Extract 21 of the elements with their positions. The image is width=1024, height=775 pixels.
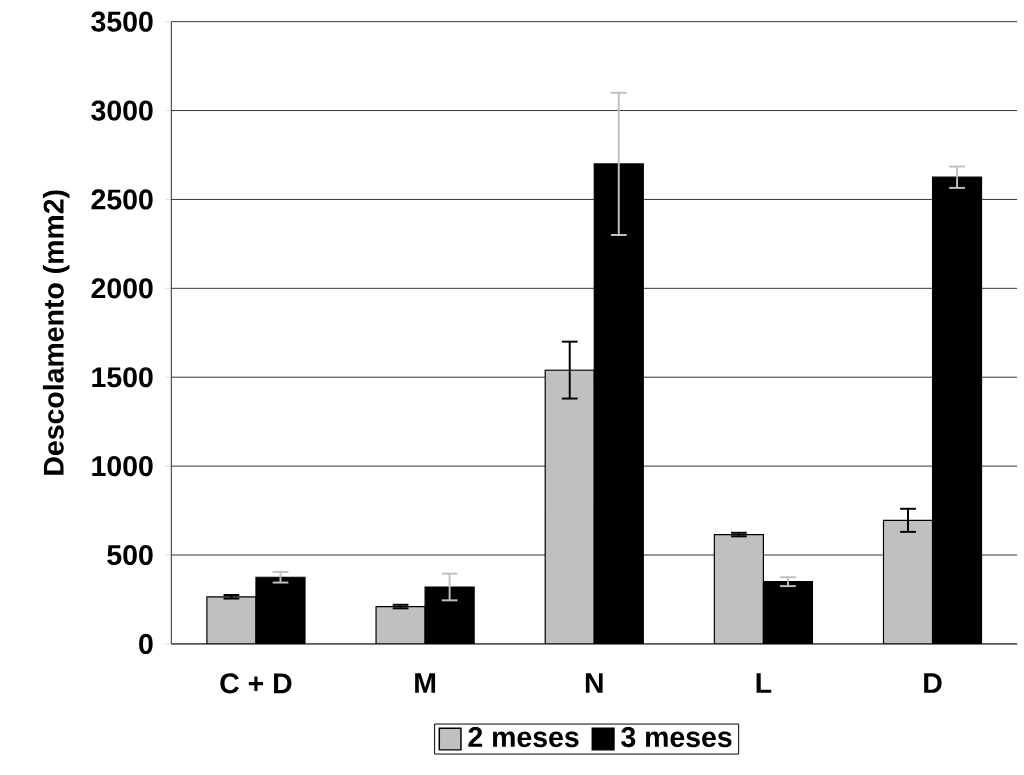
x-tick-label: L — [756, 673, 772, 693]
y-tick-label: 1000 — [92, 456, 153, 477]
y-tick-label: 1500 — [92, 367, 153, 388]
bar — [206, 596, 257, 644]
y-tick-label: 3000 — [91, 100, 153, 121]
x-tick-label: C + D — [220, 673, 292, 694]
legend-label: 3 meses — [621, 727, 732, 748]
y-tick-label: 2500 — [91, 189, 153, 210]
bar — [375, 606, 426, 644]
bar — [544, 369, 595, 644]
x-tick-label: D — [924, 673, 942, 693]
bar — [882, 519, 934, 644]
y-axis-title: Descolamento (mm2) — [42, 190, 70, 475]
y-tick-label: 0 — [139, 633, 153, 655]
x-tick-label: M — [415, 673, 436, 693]
x-tick-label: N — [585, 673, 603, 693]
bar — [713, 534, 764, 644]
y-tick-label: 500 — [107, 545, 153, 566]
y-tick-label: 2000 — [91, 278, 153, 299]
legend-label: 2 meses — [468, 727, 579, 748]
y-tick-label: 3500 — [91, 11, 153, 32]
